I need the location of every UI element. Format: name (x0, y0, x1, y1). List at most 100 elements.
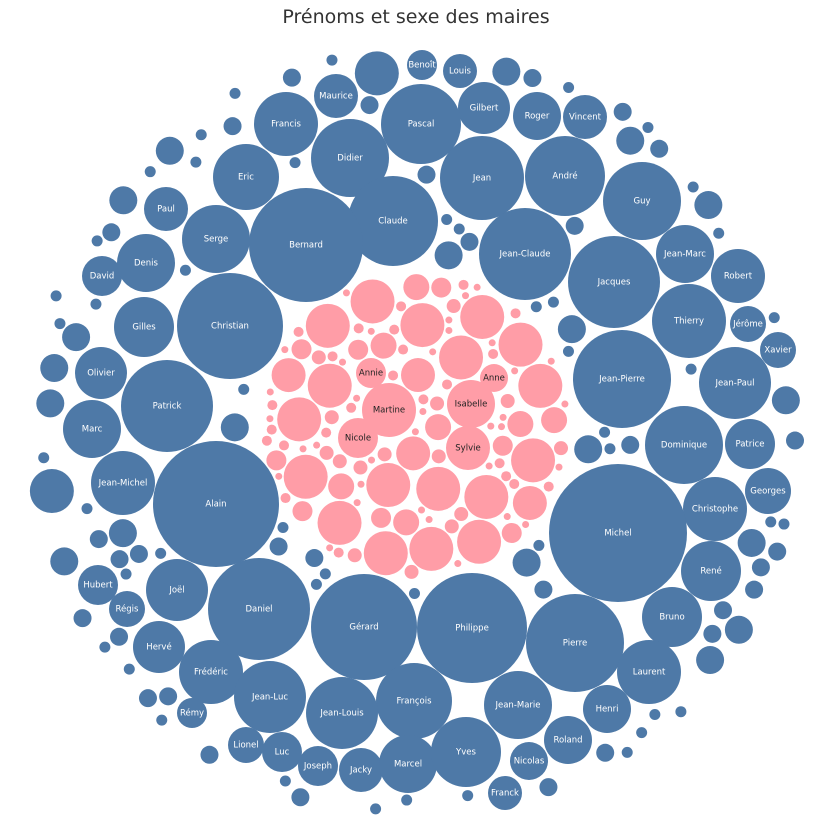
bubble-label: Christophe (692, 505, 738, 515)
bubble-homme (765, 516, 777, 528)
bubble-femme (317, 500, 362, 545)
bubble-homme (530, 301, 542, 313)
bubble-homme (751, 558, 770, 577)
bubble-label: Didier (337, 154, 363, 164)
bubble-homme (177, 698, 207, 728)
bubble-label: Henri (596, 705, 619, 715)
bubble-homme (696, 646, 725, 675)
bubble-label: Pierre (563, 639, 587, 649)
bubble-label: Robert (724, 272, 753, 282)
bubble-label: Georges (750, 487, 786, 497)
bubble-homme (379, 735, 437, 793)
bubble-homme (277, 522, 289, 534)
bubble-label: Jean-Pierre (598, 375, 645, 385)
bubble-homme (129, 544, 148, 563)
bubble-homme (36, 389, 65, 418)
bubble-homme (155, 547, 167, 559)
bubble-homme (234, 661, 306, 733)
bubble-femme (418, 394, 429, 405)
bubble-femme (445, 316, 453, 324)
bubble-label: Marc (82, 425, 103, 435)
bubble-femme (339, 358, 347, 366)
bubble-label: Patrice (735, 440, 764, 450)
bubble-femme (353, 394, 361, 402)
bubble-femme (543, 481, 554, 492)
bubble-femme (501, 523, 522, 544)
bubble-homme (547, 296, 559, 308)
bubble-femme (473, 283, 481, 291)
bubble-femme (442, 379, 453, 390)
bubble-label: Roger (525, 112, 550, 122)
bubble-homme (159, 687, 178, 706)
bubble-label: Jean-Claude (499, 250, 551, 260)
bubble-femme (431, 277, 452, 298)
bubble-femme (555, 463, 563, 471)
bubble-homme (155, 136, 184, 165)
bubble-femme (501, 471, 512, 482)
bubble-femme (418, 506, 426, 514)
bubble-femme (347, 548, 362, 563)
bubble-homme (417, 165, 436, 184)
bubble-femme (518, 363, 563, 408)
bubble-femme (371, 507, 392, 528)
bubble-femme (353, 460, 368, 475)
bubble-femme (404, 564, 419, 579)
bubble-homme (563, 81, 575, 93)
bubble-homme (254, 92, 318, 156)
bubble-homme (354, 51, 399, 96)
bubble-label: Bruno (659, 613, 684, 623)
bubble-femme (283, 454, 328, 499)
bubble-femme (319, 445, 334, 460)
bubble-homme (549, 464, 687, 602)
bubble-homme (621, 746, 633, 758)
bubble-homme (617, 640, 681, 704)
bubble-homme (249, 188, 363, 302)
bubble-femme (342, 289, 350, 297)
bubble-homme (685, 363, 697, 375)
bubble-homme (562, 345, 574, 357)
bubble-femme (445, 326, 453, 334)
bubble-femme (332, 454, 347, 469)
bubble-femme (327, 351, 338, 362)
bubble-homme (298, 746, 338, 786)
bubble-femme (388, 370, 399, 381)
bubble-label: Denis (134, 259, 159, 269)
bubble-homme (109, 186, 138, 215)
bubble-homme (645, 406, 723, 484)
bubble-label: Paul (157, 205, 175, 215)
bubble-femme (500, 394, 515, 409)
bubble-label: Bernard (289, 241, 323, 251)
bubble-homme (110, 550, 129, 569)
bubble-homme (279, 775, 291, 787)
bubble-homme (114, 297, 174, 357)
bubble-femme (511, 438, 556, 483)
bubble-homme (182, 205, 250, 273)
bubble-homme (479, 208, 571, 300)
bubble-label: Eric (238, 173, 254, 183)
bubble-homme (745, 468, 791, 514)
bubble-homme (745, 580, 764, 599)
bubble-homme (687, 181, 699, 193)
bubble-label: Benoît (408, 61, 436, 71)
bubble-femme (553, 441, 568, 456)
chart-title: Prénoms et sexe des maires (282, 6, 550, 28)
bubble-homme (123, 663, 135, 675)
bubble-femme (510, 308, 521, 319)
bubble-homme (650, 139, 669, 158)
bubble-homme (656, 225, 714, 283)
bubble-label: Claude (378, 217, 408, 227)
bubble-homme (462, 790, 474, 802)
bubble-label: Sylvie (455, 444, 480, 454)
bubble-femme (353, 499, 361, 507)
bubble-femme (454, 507, 469, 522)
bubble-femme (311, 350, 326, 365)
bubble-homme (441, 214, 453, 226)
bubble-homme (262, 732, 302, 772)
bubble-homme (730, 306, 766, 342)
bubble-femme (275, 472, 283, 480)
bubble-femme (357, 480, 365, 488)
bubble-homme (539, 778, 558, 797)
bubble-homme (488, 776, 522, 810)
bubble-label: David (90, 272, 115, 282)
bubble-homme (54, 318, 66, 330)
